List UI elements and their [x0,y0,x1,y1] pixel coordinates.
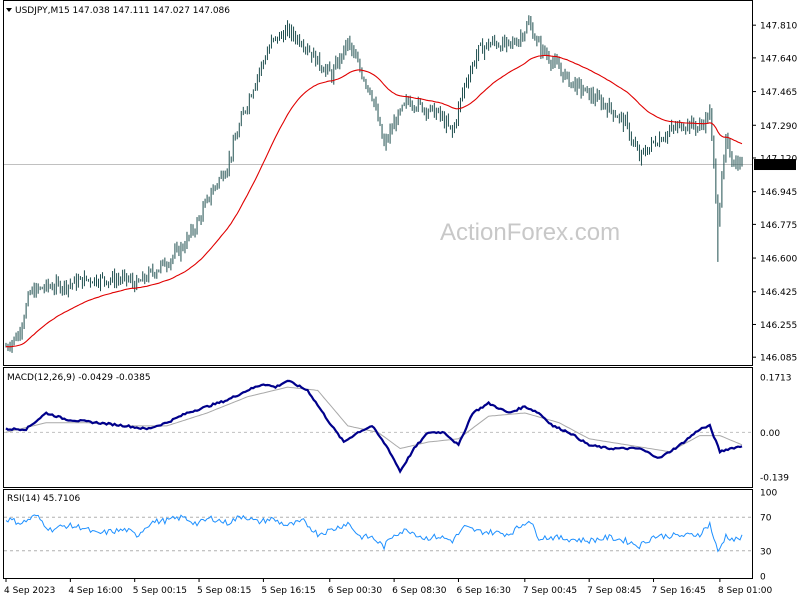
rsi-title: RSI(14) 45.7106 [7,494,80,504]
macd-main-line [5,379,743,474]
price-bars [5,15,743,353]
price-tick-label: 147.465 [760,88,797,98]
moving-average-line [6,54,743,348]
price-tick-label: 147.290 [760,122,797,132]
rsi-tick-label: 100 [760,489,777,499]
macd-tick-label: -0.139 [760,474,789,484]
time-tick-label: 6 Sep 00:30 [328,586,383,596]
time-tick-label: 6 Sep 08:30 [392,586,447,596]
macd-title: MACD(12,26,9) -0.0429 -0.0385 [7,373,151,383]
axis-labels: 147.810147.640147.465147.290147.120146.9… [4,22,797,596]
time-tick-label: 6 Sep 16:30 [456,586,511,596]
time-tick-label: 4 Sep 16:00 [68,586,123,596]
time-tick-label: 7 Sep 16:45 [652,586,706,596]
watermark: ActionForex.com [440,219,620,246]
time-tick-label: 5 Sep 00:15 [133,586,187,596]
price-tick-label: 146.945 [760,188,797,198]
rsi-line [5,514,743,553]
price-panel-frame [3,0,753,366]
time-tick-label: 4 Sep 2023 [4,586,55,596]
price-tick-label: 146.600 [760,255,797,265]
price-tick-label: 146.425 [760,288,797,298]
time-tick-label: 5 Sep 08:15 [197,586,251,596]
price-tick-label: 147.640 [760,54,797,64]
rsi-tick-label: 0 [760,573,766,583]
price-tick-label: 146.085 [760,354,797,364]
dropdown-triangle-icon[interactable] [6,8,12,12]
price-header: USDJPY,M15 147.038 147.111 147.027 147.0… [15,6,230,16]
rsi-tick-label: 70 [760,514,772,524]
price-tick-label: 146.255 [760,321,797,331]
rsi-panel-frame [3,489,753,579]
time-tick-label: 5 Sep 16:15 [261,586,315,596]
macd-signal-line [5,386,743,453]
macd-tick-label: 0.00 [760,429,780,439]
macd-panel-frame [3,367,753,488]
current-price-label: 147.086 [757,161,794,171]
time-tick-label: 7 Sep 00:45 [523,586,577,596]
rsi-tick-label: 30 [760,547,772,557]
time-tick-label: 8 Sep 01:00 [718,586,773,596]
macd-tick-label: 0.1713 [760,374,792,384]
price-tick-label: 147.810 [760,22,797,32]
current-price-box [754,159,796,171]
time-tick-label: 7 Sep 08:45 [587,586,641,596]
price-tick-label: 146.775 [760,221,797,231]
